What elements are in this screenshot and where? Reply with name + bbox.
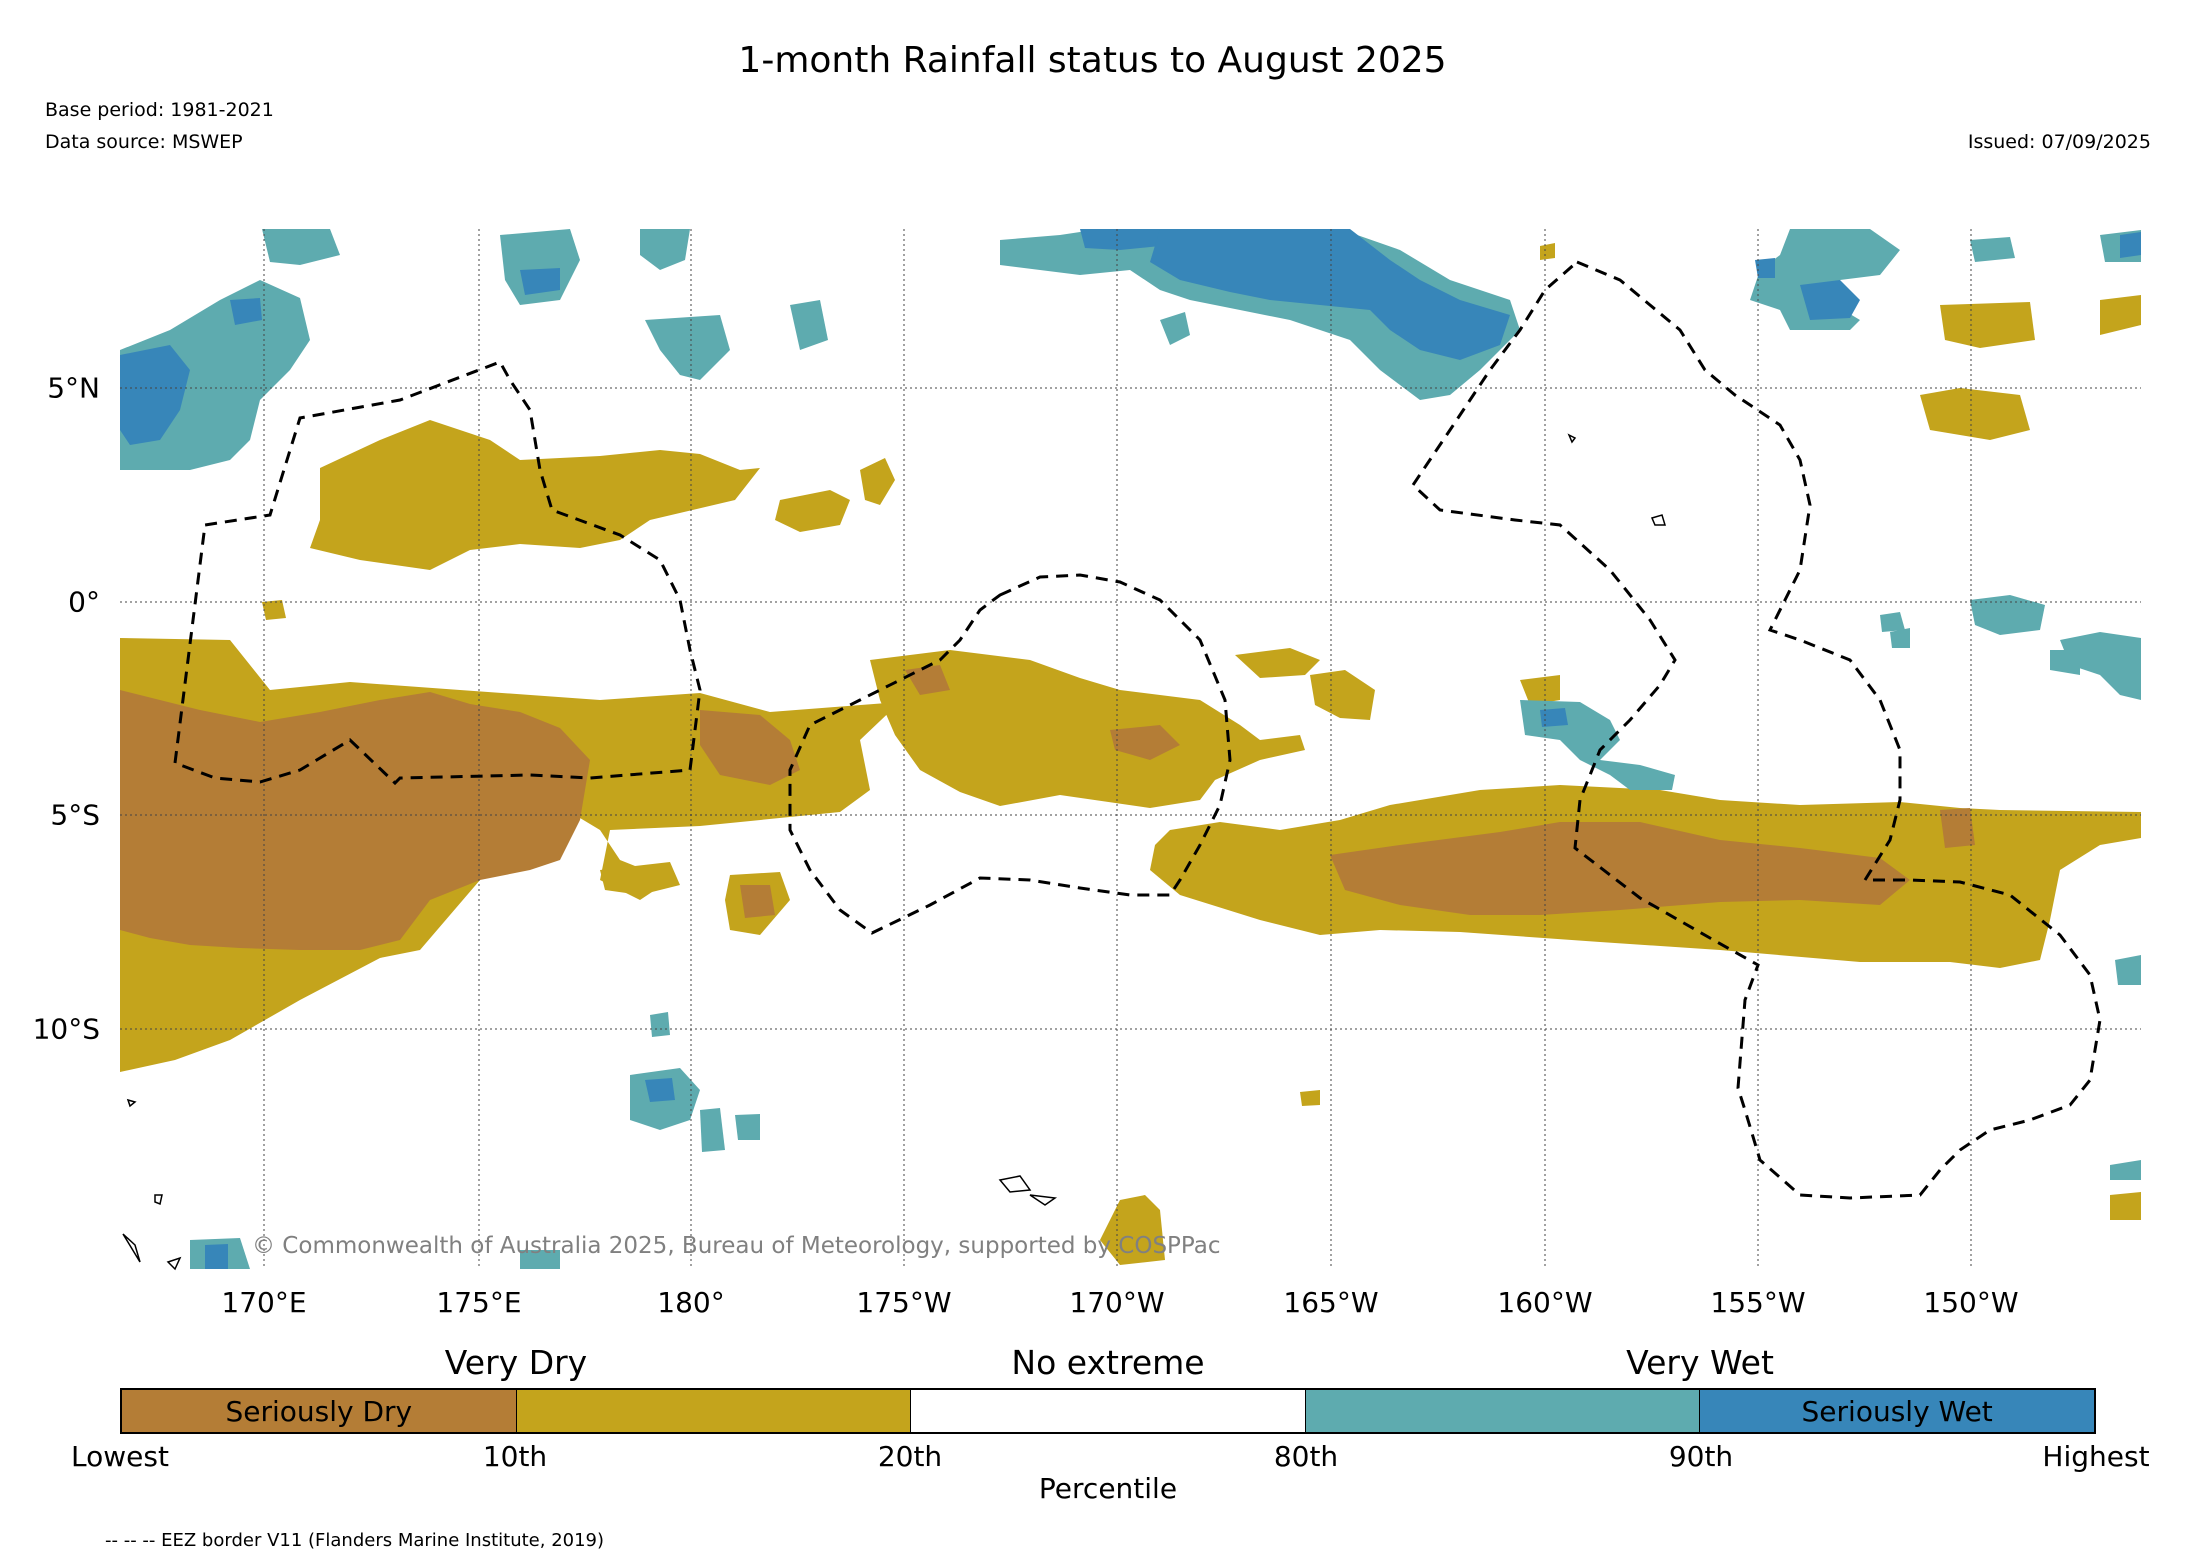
legend-tick-label: 90th (1668, 1440, 1734, 1473)
legend-tick-label: 80th (1273, 1440, 1339, 1473)
lat-label: 5°N (47, 371, 100, 405)
lon-label: 180° (657, 1286, 725, 1319)
lon-label: 170°W (1069, 1286, 1165, 1319)
lon-label: 175°W (856, 1286, 952, 1319)
legend-axis-label: Percentile (1038, 1472, 1178, 1505)
lon-label: 155°W (1710, 1286, 1806, 1319)
data-source: Data source: MSWEP (45, 131, 243, 153)
map-title: 1-month Rainfall status to August 2025 (738, 40, 1447, 81)
legend-segment-seriously-wet: Seriously Wet (1699, 1390, 2094, 1432)
lat-label: 10°S (32, 1012, 100, 1046)
legend-tick-label: 10th (482, 1440, 548, 1473)
legend-tick-label: 20th (877, 1440, 943, 1473)
legend-segment-very-wet (1304, 1390, 1700, 1432)
lon-label: 170°E (221, 1286, 307, 1319)
copyright-notice: © Commonwealth of Australia 2025, Bureau… (252, 1233, 1221, 1259)
legend-heading-very-wet: Very Wet (1626, 1343, 1774, 1382)
legend-tick-label: Lowest (71, 1440, 169, 1473)
legend-heading-no-extreme: No extreme (1011, 1343, 1205, 1382)
seriously-dry-regions (120, 665, 1975, 950)
issued-date: Issued: 07/09/2025 (1967, 131, 2151, 153)
legend-tick-label: Highest (2042, 1440, 2150, 1473)
lon-label: 175°E (436, 1286, 522, 1319)
legend-segment-seriously-dry: Seriously Dry (122, 1390, 516, 1432)
island-outlines (122, 433, 1667, 1271)
legend-colorbar: Seriously Dry Seriously Wet (120, 1388, 2096, 1434)
lat-label: 5°S (50, 798, 100, 832)
lon-label: 165°W (1283, 1286, 1379, 1319)
legend-segment-no-extreme (910, 1390, 1305, 1432)
lon-label: 160°W (1497, 1286, 1593, 1319)
legend-heading-very-dry: Very Dry (444, 1343, 588, 1382)
lat-label: 0° (68, 585, 100, 619)
base-period: Base period: 1981-2021 (45, 99, 274, 121)
eez-borders (173, 260, 2102, 1200)
legend-segment-very-dry (515, 1390, 911, 1432)
seriously-wet-regions (120, 229, 2141, 1269)
lon-label: 150°W (1923, 1286, 2019, 1319)
graticule (120, 229, 2141, 1269)
eez-border-note: -- -- -- EEZ border V11 (Flanders Marine… (105, 1530, 605, 1551)
